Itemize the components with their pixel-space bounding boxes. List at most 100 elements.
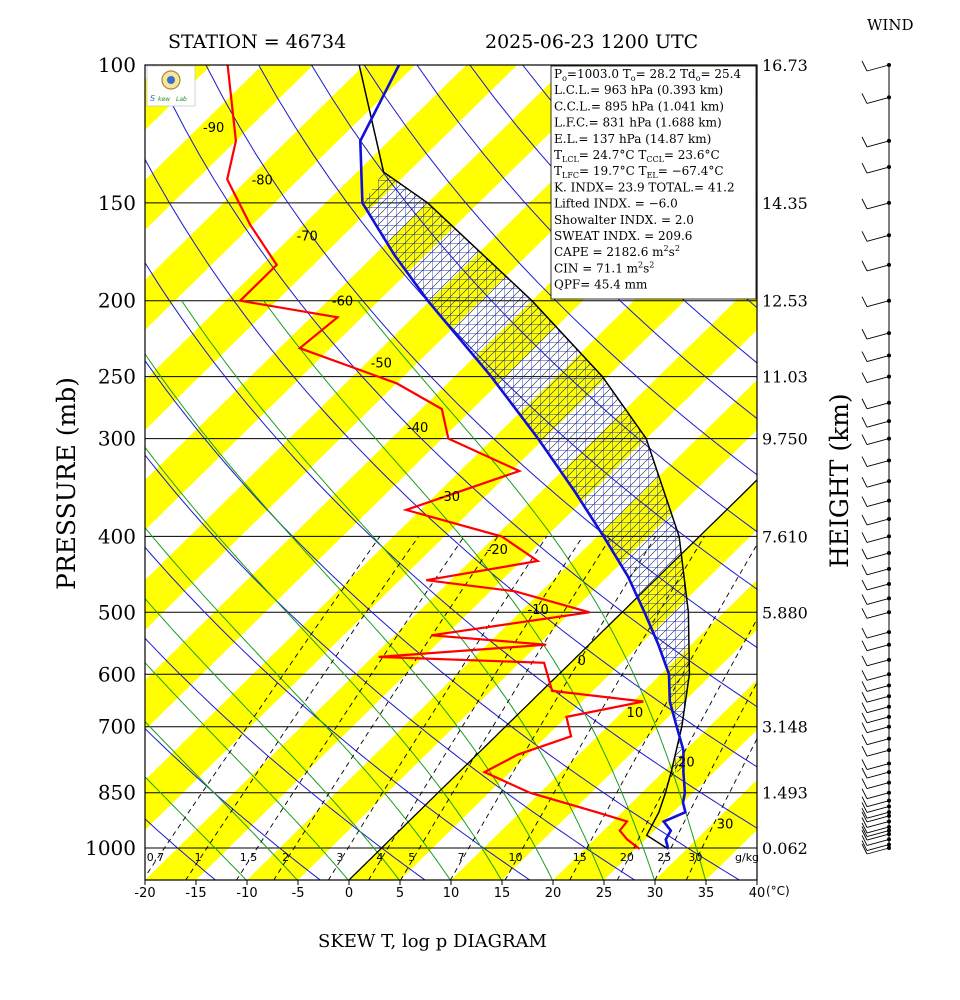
isotherm-band xyxy=(145,65,620,530)
wind-barb xyxy=(866,568,890,576)
wind-barb xyxy=(866,460,890,467)
x-tick-label: 35 xyxy=(698,886,715,901)
x-tick-label: 15 xyxy=(494,886,511,901)
wind-barb-flag xyxy=(861,692,868,703)
wind-barb xyxy=(866,376,890,384)
wind-barb-flag xyxy=(861,532,868,543)
info-box-line: CAPE = 2182.6 m2s2 xyxy=(554,244,680,259)
dry-adiabat xyxy=(145,359,741,880)
wind-barb-flag xyxy=(861,627,868,639)
mixing-ratio-label: 30 xyxy=(688,851,702,864)
isotherm-label: -70 xyxy=(297,229,318,244)
wind-barb-flag xyxy=(861,608,868,619)
dry-adiabat xyxy=(152,65,757,708)
wind-barb xyxy=(866,685,890,692)
svg-text:S: S xyxy=(150,94,155,103)
wind-barb xyxy=(866,552,890,560)
wind-barb-flag xyxy=(861,476,868,488)
wind-barb xyxy=(866,480,890,488)
wind-barb-flag xyxy=(861,722,868,733)
isotherm-label: -90 xyxy=(203,121,224,136)
x-axis-title: SKEW T, log p DIAGRAM xyxy=(318,931,547,952)
mixing-ratio-line xyxy=(145,536,381,878)
info-box-line: Lifted INDX. = −6.0 xyxy=(554,197,678,211)
y-axis-title: PRESSURE (mb) xyxy=(52,377,81,590)
x-unit-label: (°C) xyxy=(766,884,790,898)
wind-barb-flag xyxy=(861,372,868,383)
wind-barb xyxy=(866,332,890,340)
pressure-tick-label: 400 xyxy=(98,524,136,548)
wind-barb-flag xyxy=(861,840,868,851)
mixing-ratio-label: 4 xyxy=(376,851,383,864)
mixing-ratio-line xyxy=(685,737,757,880)
wind-barb-flag xyxy=(861,826,868,837)
dry-adiabat xyxy=(906,29,960,880)
moist-adiabat xyxy=(145,353,553,880)
isotherm-band xyxy=(756,879,757,880)
wind-barb xyxy=(866,583,890,591)
wind-barb-flag xyxy=(861,198,868,210)
dry-adiabat xyxy=(363,65,757,476)
wind-barb-flag xyxy=(861,734,868,745)
isotherm-band xyxy=(654,779,757,880)
dry-adiabat xyxy=(145,546,531,880)
mixing-ratio-label: 1 xyxy=(195,851,202,864)
wind-barb-flag xyxy=(861,416,868,428)
moist-adiabat xyxy=(263,300,655,880)
info-box-line: L.C.L.= 963 hPa (0.393 km) xyxy=(554,83,723,97)
wind-barb-flag xyxy=(861,811,868,823)
x-tick-label: 5 xyxy=(396,886,404,901)
moist-adiabat xyxy=(145,446,502,880)
wind-barb-flag xyxy=(861,496,868,507)
wind-barb xyxy=(866,763,890,770)
info-box-line: L.F.C.= 831 hPa (1.688 km) xyxy=(554,116,722,130)
isotherm-band xyxy=(145,65,518,430)
wind-barb xyxy=(866,800,890,808)
pressure-tick-label: 850 xyxy=(98,781,136,805)
svg-text:kew: kew xyxy=(158,96,170,103)
mixing-ratio-label: 2 xyxy=(282,851,289,864)
wind-barb xyxy=(866,402,890,410)
mixing-ratio-label: 5 xyxy=(408,851,415,864)
wind-barb-flag xyxy=(861,434,868,445)
x-tick-label: -10 xyxy=(236,886,257,901)
wind-title: WIND xyxy=(867,16,914,34)
wind-barb-flag xyxy=(861,260,868,272)
x-tick-label: 0 xyxy=(345,886,353,901)
wind-barb-flag xyxy=(861,767,868,779)
isotherm-label: -80 xyxy=(252,173,273,188)
x-tick-label: -5 xyxy=(292,886,305,901)
wind-barb-flag xyxy=(861,579,868,591)
wind-barb-flag xyxy=(861,702,868,713)
isotherm-label: -20 xyxy=(487,543,508,558)
isotherm-zero xyxy=(348,479,757,880)
info-box-line: TLFC= 19.7°C TEL= −67.4°C xyxy=(554,164,724,180)
wind-barb xyxy=(866,838,890,846)
wind-barb xyxy=(866,792,890,800)
info-box-line: CIN = 71.1 m2s2 xyxy=(554,260,654,275)
height-tick-label: 3.148 xyxy=(762,718,808,737)
dry-adiabat xyxy=(145,454,636,880)
wind-barb xyxy=(866,300,890,308)
wind-barb xyxy=(866,782,890,790)
mixing-ratio-line xyxy=(616,618,757,880)
wind-barb-flag xyxy=(861,817,868,828)
wind-barb xyxy=(866,140,890,148)
wind-barb xyxy=(866,833,890,841)
wind-barb-flag xyxy=(861,594,868,605)
wind-barb xyxy=(866,826,890,834)
wind-barb-flag xyxy=(861,296,868,307)
height-tick-label: 0.062 xyxy=(762,839,808,858)
wind-barb-flag xyxy=(861,807,868,819)
mixing-ratio-line xyxy=(400,536,612,880)
mixing-ratio-line xyxy=(654,681,757,880)
wind-barb-flag xyxy=(861,745,868,757)
dry-adiabat xyxy=(0,29,6,880)
wind-barb-flag xyxy=(861,822,868,834)
x-tick-label: 25 xyxy=(596,886,613,901)
isotherm-band xyxy=(145,180,757,830)
plot-background xyxy=(145,65,757,880)
mixing-ratio-label: 20 xyxy=(620,851,634,864)
wind-barb-flag xyxy=(861,162,868,174)
